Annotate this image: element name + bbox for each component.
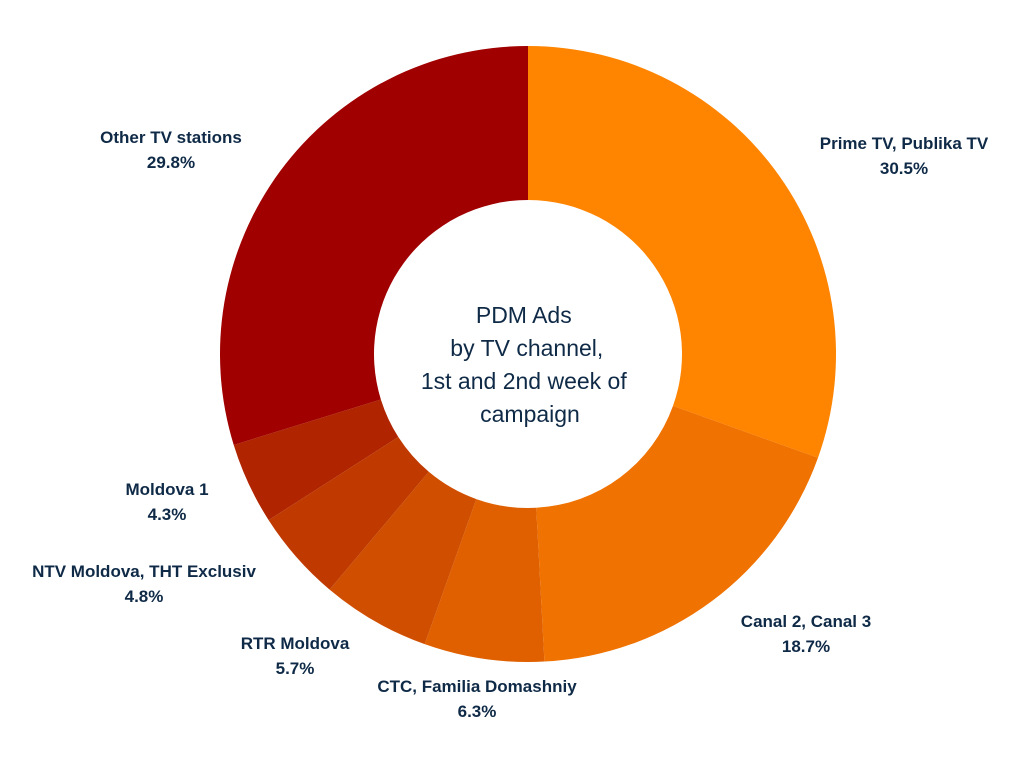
- donut-slices: [220, 46, 836, 662]
- slice-value: 6.3%: [458, 702, 497, 721]
- center-title-line-3: 1st and 2nd week of: [421, 368, 627, 394]
- slice-canal-2-canal-3: [536, 405, 818, 662]
- center-title-line-4: campaign: [480, 401, 580, 427]
- slice-name: CTC, Familia Domashniy: [377, 677, 577, 696]
- slice-rtr-moldova: [329, 471, 477, 645]
- slice-label-other-tv-stations: Other TV stations 29.8%: [100, 128, 242, 172]
- slice-name: Prime TV, Publika TV: [820, 134, 989, 153]
- center-title-line-2: by TV channel,: [450, 335, 603, 361]
- slice-value: 30.5%: [880, 159, 928, 178]
- slice-name: Moldova 1: [125, 480, 208, 499]
- slice-moldova-1: [233, 399, 399, 521]
- chart-center-title: PDM Ads by TV channel, 1st and 2nd week …: [421, 302, 633, 427]
- slice-value: 5.7%: [276, 659, 315, 678]
- slice-label-ctc-familia-domashniy: CTC, Familia Domashniy 6.3%: [377, 677, 577, 721]
- slice-prime-tv-publika-tv: [528, 46, 836, 458]
- slice-name: Canal 2, Canal 3: [741, 612, 871, 631]
- slice-label-ntv-moldova-tht-exclusiv: NTV Moldova, THT Exclusiv 4.8%: [32, 562, 256, 606]
- slice-ctc-familia-domashniy: [424, 499, 545, 662]
- slice-value: 4.8%: [125, 587, 164, 606]
- slice-label-canal-2-canal-3: Canal 2, Canal 3 18.7%: [741, 612, 871, 656]
- slice-label-moldova-1: Moldova 1 4.3%: [125, 480, 208, 524]
- slice-name: NTV Moldova, THT Exclusiv: [32, 562, 256, 581]
- slice-other-tv-stations: [220, 46, 528, 445]
- slice-labels: Prime TV, Publika TV 30.5% Canal 2, Canal …: [32, 128, 989, 721]
- slice-name: RTR Moldova: [241, 634, 350, 653]
- slice-label-rtr-moldova: RTR Moldova 5.7%: [241, 634, 350, 678]
- center-title-line-1: PDM Ads: [476, 302, 572, 328]
- slice-value: 18.7%: [782, 637, 830, 656]
- slice-label-prime-tv-publika-tv: Prime TV, Publika TV 30.5%: [820, 134, 989, 178]
- slice-value: 4.3%: [148, 505, 187, 524]
- slice-name: Other TV stations: [100, 128, 242, 147]
- slice-value: 29.8%: [147, 153, 195, 172]
- slice-ntv-moldova-tht-exclusiv: [268, 437, 429, 590]
